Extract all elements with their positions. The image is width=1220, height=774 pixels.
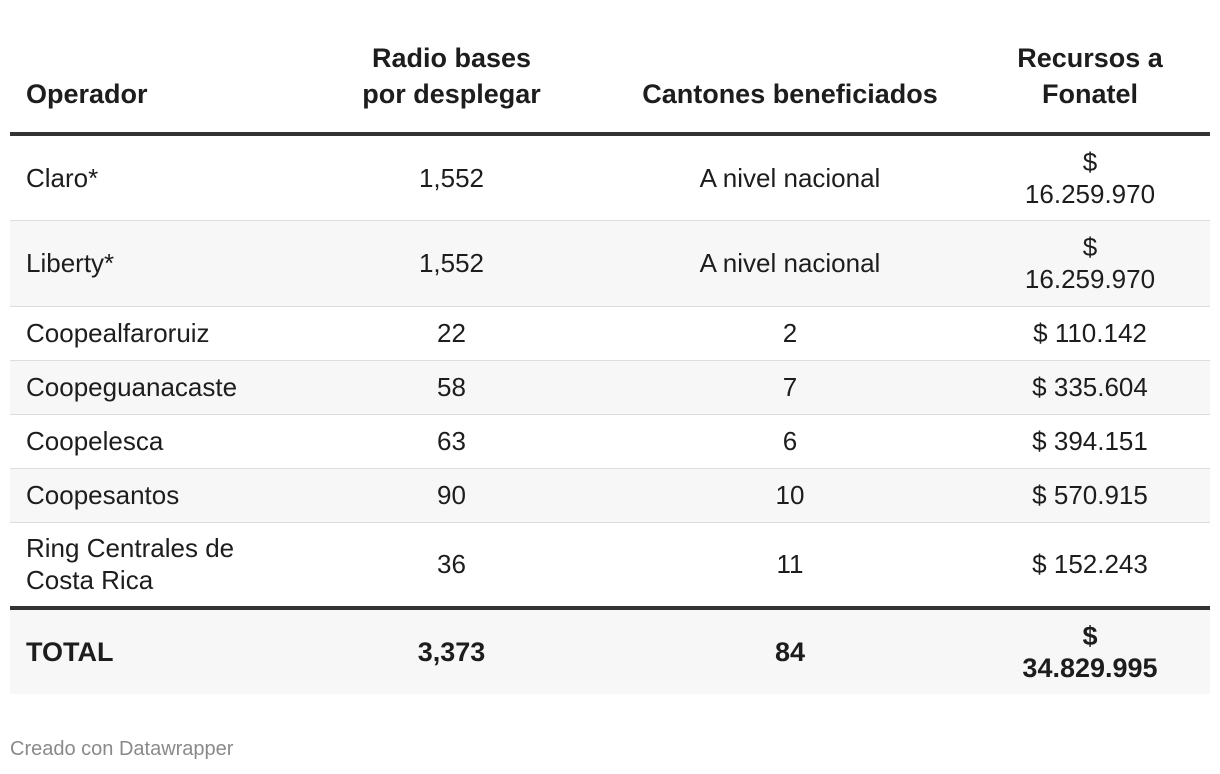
- table-row: Ring Centrales de Costa Rica 36 11 $ 152…: [10, 522, 1210, 608]
- table-row: Coopeguanacaste 58 7 $ 335.604: [10, 360, 1210, 415]
- cell-operador: Ring Centrales de Costa Rica: [10, 522, 293, 608]
- operators-table: Operador Radio bases por desplegar Canto…: [10, 0, 1210, 694]
- currency-symbol: $: [1032, 549, 1047, 580]
- cell-cantones: 11: [776, 549, 804, 580]
- cell-recursos: $ 152.243: [970, 522, 1210, 608]
- cell-recursos: $ 16.259.970: [970, 220, 1210, 307]
- table-row: Coopesantos 90 10 $ 570.915: [10, 468, 1210, 523]
- cell-operador: Coopelesca: [10, 414, 293, 469]
- amount-value: 152.243: [1053, 549, 1148, 580]
- table-row: Coopealfaroruiz 22 2 $ 110.142: [10, 306, 1210, 361]
- amount-value: 16.259.970: [1024, 264, 1156, 294]
- currency-symbol: $: [1032, 480, 1047, 510]
- cell-radio-bases: 22: [293, 306, 610, 361]
- cell-cantones: 2: [610, 306, 970, 361]
- amount-value: 570.915: [1053, 480, 1148, 510]
- operador-line: Costa Rica: [26, 565, 154, 596]
- cell-operador: Coopeguanacaste: [10, 360, 293, 415]
- column-header-recursos[interactable]: Recursos a Fonatel: [970, 0, 1210, 136]
- currency-symbol: $: [1082, 232, 1098, 262]
- amount-value: 16.259.970: [1024, 178, 1156, 209]
- cell-radio-bases: 63: [293, 414, 610, 469]
- cell-operador: Coopealfaroruiz: [10, 306, 293, 361]
- table-header-row: Operador Radio bases por desplegar Canto…: [10, 0, 1210, 136]
- cell-radio-bases: 36: [437, 549, 466, 580]
- cell-recursos: $ 335.604: [970, 360, 1210, 415]
- currency-symbol: $: [1082, 621, 1098, 651]
- amount-value: 34.829.995: [1022, 653, 1158, 683]
- header-line: Recursos a: [1017, 43, 1163, 73]
- cell-operador: Coopesantos: [10, 468, 293, 523]
- column-header-cantones[interactable]: Cantones beneficiados: [610, 0, 970, 136]
- header-line: Operador: [26, 79, 148, 109]
- total-label: TOTAL: [10, 606, 293, 694]
- column-header-operador[interactable]: Operador: [10, 0, 293, 136]
- amount-value: 110.142: [1054, 318, 1147, 348]
- cell-cantones: A nivel nacional: [610, 220, 970, 307]
- total-radio-bases: 3,373: [293, 606, 610, 694]
- header-line: Cantones beneficiados: [642, 79, 938, 109]
- cell-cantones: 10: [610, 468, 970, 523]
- cell-radio-bases: 1,552: [293, 134, 610, 221]
- data-table-container: Operador Radio bases por desplegar Canto…: [10, 0, 1210, 694]
- currency-symbol: $: [1033, 318, 1048, 348]
- cell-recursos: $ 394.151: [970, 414, 1210, 469]
- header-line: Radio bases: [371, 43, 532, 73]
- cell-cantones: 7: [610, 360, 970, 415]
- currency-symbol: $: [1032, 426, 1047, 456]
- currency-symbol: $: [1032, 372, 1047, 402]
- total-cantones: 84: [610, 606, 970, 694]
- cell-radio-bases: 90: [293, 468, 610, 523]
- table-row: Coopelesca 63 6 $ 394.151: [10, 414, 1210, 469]
- cell-recursos: $ 570.915: [970, 468, 1210, 523]
- amount-value: 394.151: [1053, 426, 1148, 456]
- currency-symbol: $: [1082, 146, 1098, 177]
- cell-operador: Liberty*: [10, 220, 293, 307]
- cell-recursos: $ 110.142: [970, 306, 1210, 361]
- column-header-radio-bases[interactable]: Radio bases por desplegar: [293, 0, 610, 136]
- total-row: TOTAL 3,373 84 $ 34.829.995: [10, 606, 1210, 694]
- operador-line: Ring Centrales de: [26, 533, 235, 564]
- cell-radio-bases: 58: [293, 360, 610, 415]
- total-recursos: $ 34.829.995: [970, 606, 1210, 694]
- cell-cantones: 6: [610, 414, 970, 469]
- cell-radio-bases: 1,552: [293, 220, 610, 307]
- table-row: Claro* 1,552 A nivel nacional $ 16.259.9…: [10, 134, 1210, 221]
- cell-recursos: $ 16.259.970: [970, 134, 1210, 221]
- header-line: por desplegar: [362, 79, 541, 109]
- header-line: Fonatel: [1041, 79, 1138, 109]
- amount-value: 335.604: [1053, 372, 1148, 402]
- datawrapper-credit[interactable]: Creado con Datawrapper: [10, 738, 234, 760]
- table-row: Liberty* 1,552 A nivel nacional $ 16.259…: [10, 220, 1210, 307]
- cell-cantones: A nivel nacional: [610, 134, 970, 221]
- cell-operador: Claro*: [10, 134, 293, 221]
